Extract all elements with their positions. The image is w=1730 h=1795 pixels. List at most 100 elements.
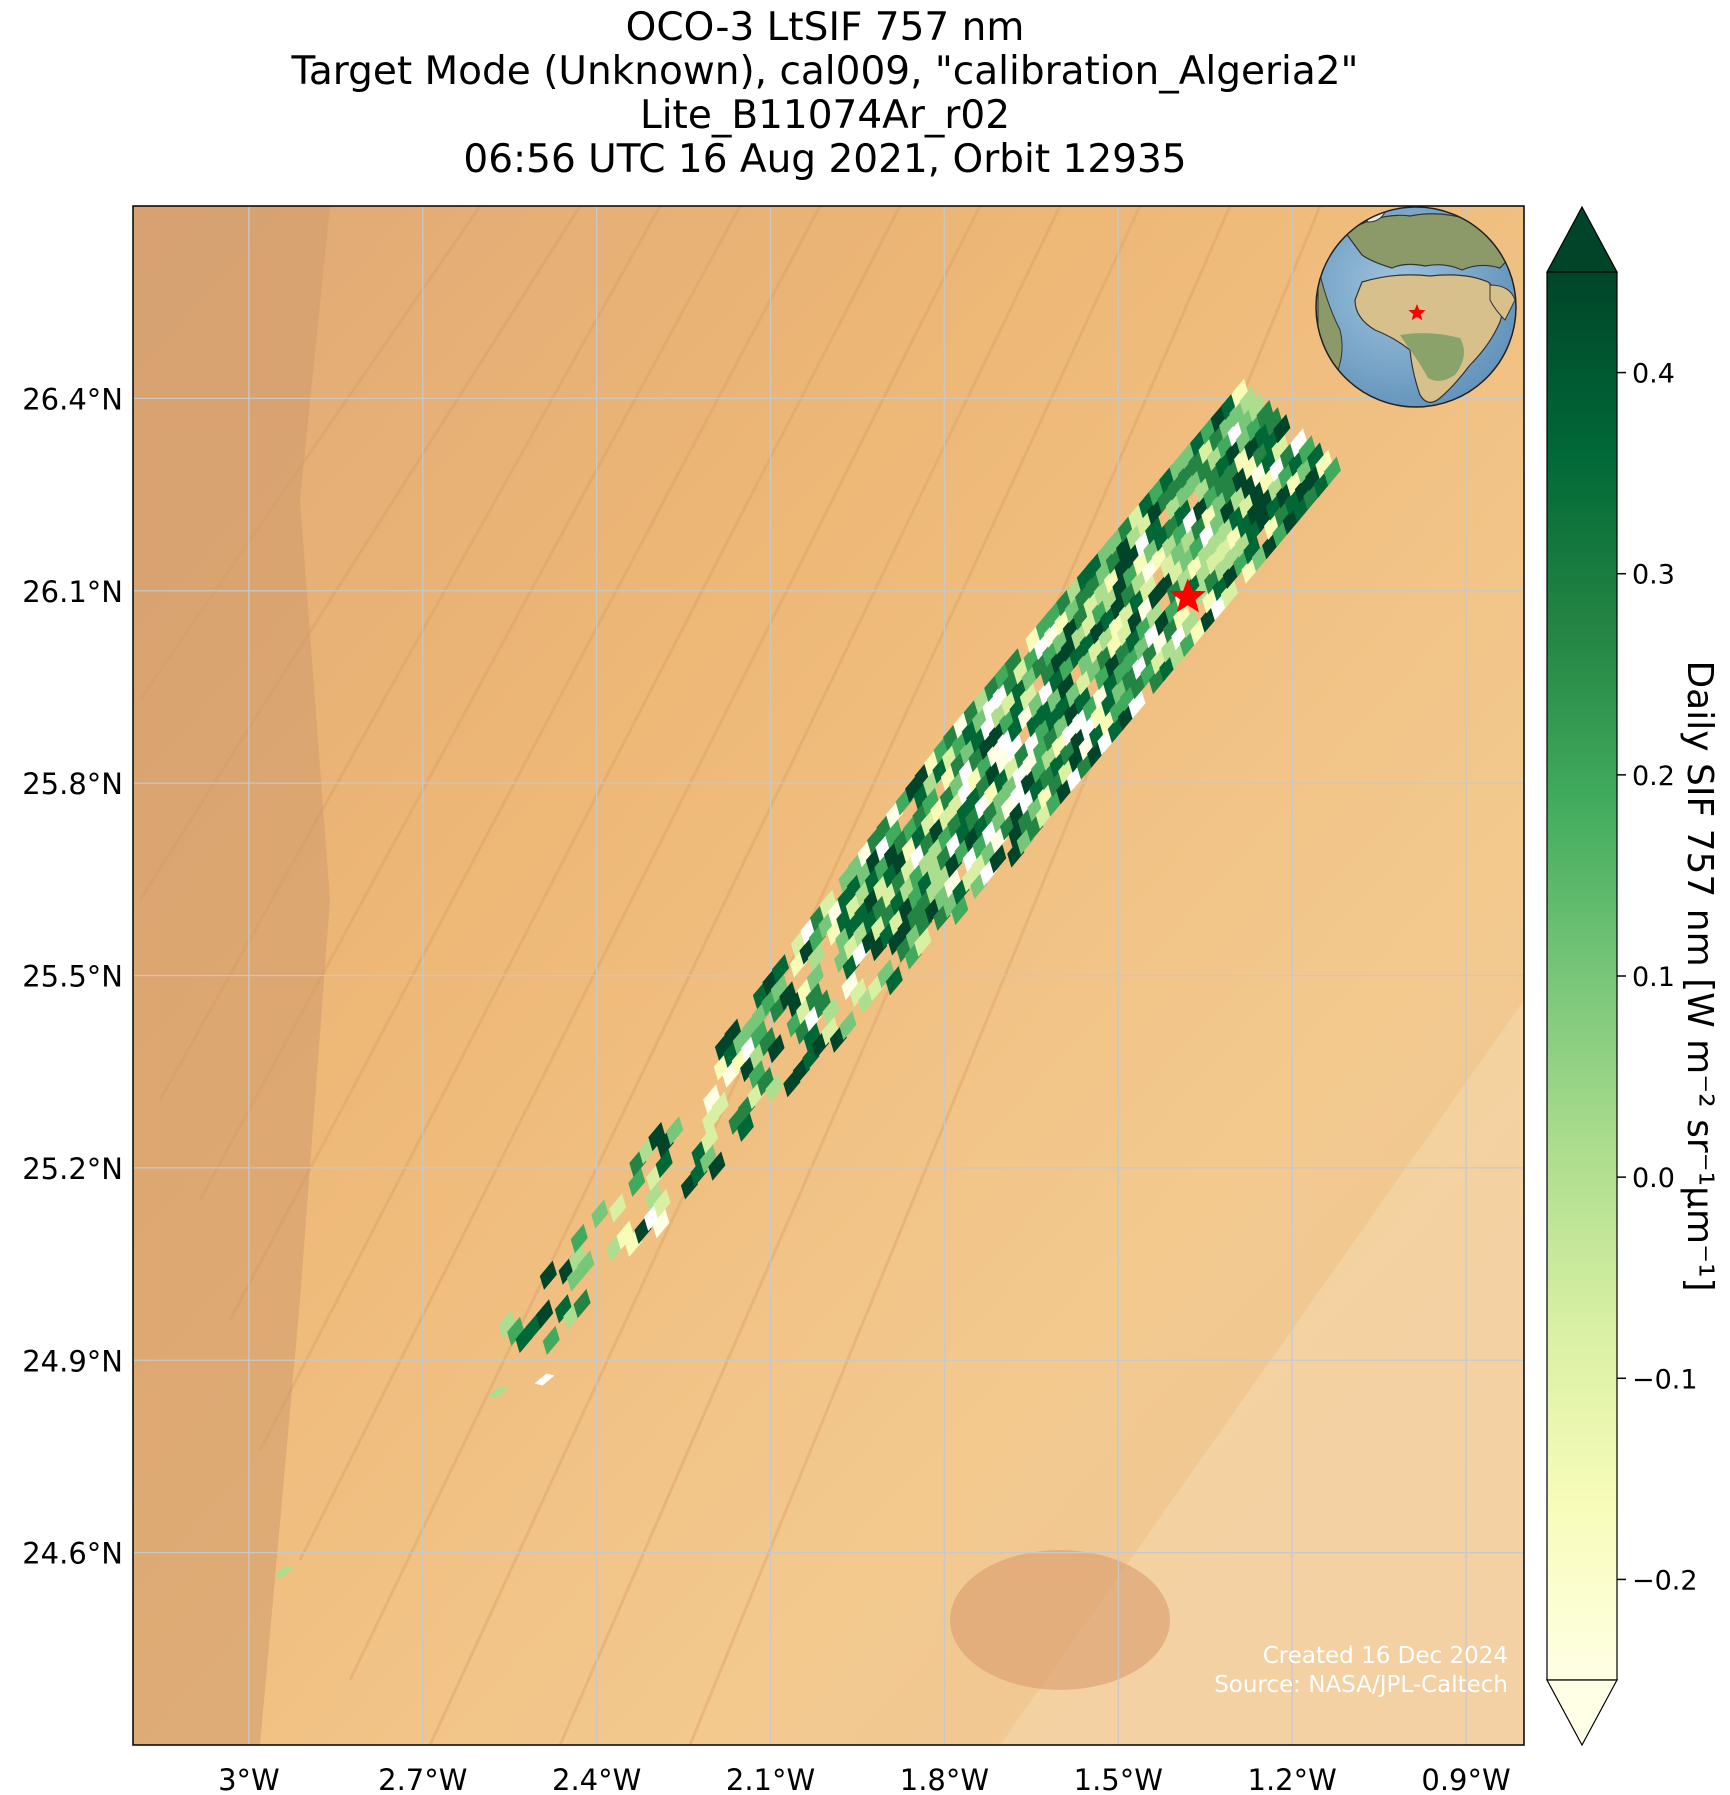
sif-footprint bbox=[1005, 732, 1023, 762]
sif-footprint bbox=[1074, 685, 1092, 715]
sif-footprint bbox=[1248, 392, 1266, 423]
sif-footprint bbox=[822, 996, 840, 1026]
sif-footprint bbox=[1220, 579, 1238, 609]
map-area bbox=[132, 205, 1525, 1746]
title-line-2: Target Mode (Unknown), cal009, "calibrat… bbox=[291, 49, 1359, 94]
sif-footprint bbox=[536, 1299, 554, 1329]
map-frame bbox=[132, 205, 1525, 1746]
sif-footprint bbox=[652, 1208, 670, 1239]
sif-footprint bbox=[877, 959, 895, 989]
sif-footprint bbox=[542, 1325, 560, 1355]
longitude-tick-labels: 3°W 2.7°W 2.4°W 2.1°W 1.8°W 1.5°W 1.2°W 0.9°W bbox=[218, 1763, 1511, 1795]
colorbar-tick-label: 0.1 bbox=[1632, 962, 1675, 993]
globe-location-star-icon bbox=[1408, 304, 1426, 321]
lon-tick-label: 1.2°W bbox=[1248, 1763, 1337, 1795]
sif-footprint bbox=[805, 982, 823, 1012]
sif-footprint bbox=[591, 1199, 609, 1229]
sif-footprint bbox=[628, 1167, 646, 1197]
sif-footprint bbox=[498, 1309, 516, 1339]
target-star-icon bbox=[1169, 578, 1206, 613]
globe-europe bbox=[1344, 213, 1513, 271]
sif-footprint bbox=[1273, 414, 1291, 444]
sif-footprint bbox=[1019, 681, 1037, 711]
sif-footprint bbox=[539, 1260, 557, 1290]
sif-footprint bbox=[989, 844, 1007, 874]
sif-footprint bbox=[1315, 449, 1333, 479]
lon-tick-label: 0.9°W bbox=[1421, 1763, 1510, 1795]
sif-footprint bbox=[803, 1022, 821, 1052]
sif-footprint bbox=[699, 1144, 717, 1174]
title-line-1: OCO-3 LtSIF 757 nm bbox=[625, 5, 1025, 50]
colorbar-tick-label: 0.4 bbox=[1632, 359, 1675, 390]
lat-tick-label: 25.5°N bbox=[22, 960, 123, 994]
sif-footprint bbox=[1128, 689, 1146, 719]
sif-footprint bbox=[507, 1316, 525, 1346]
sif-footprint bbox=[806, 962, 824, 992]
sif-footprint bbox=[708, 1151, 726, 1181]
sif-footprint bbox=[666, 1116, 684, 1146]
colorbar: 0.4 0.3 0.2 0.1 0.0 −0.1 −0.2 Daily SIF 757 nm… bbox=[1545, 205, 1720, 1747]
sif-footprint bbox=[554, 1294, 572, 1324]
colorbar-tick-label: 0.3 bbox=[1632, 560, 1675, 591]
sif-footprint bbox=[645, 1181, 663, 1212]
sif-footprint bbox=[1290, 428, 1308, 458]
sif-footprint bbox=[839, 1010, 857, 1040]
colorbar-tick-label: −0.2 bbox=[1632, 1565, 1698, 1596]
sif-footprint bbox=[1181, 608, 1199, 638]
globe-arabia bbox=[1489, 284, 1516, 321]
sif-footprint bbox=[653, 1188, 671, 1219]
sif-footprint bbox=[750, 1019, 768, 1050]
colorbar-tick-label: 0.0 bbox=[1632, 1163, 1675, 1194]
lon-tick-label: 2.4°W bbox=[552, 1763, 641, 1795]
colorbar-extend-max bbox=[1545, 205, 1619, 273]
sif-footprint bbox=[703, 1084, 721, 1114]
sif-footprint bbox=[748, 1059, 766, 1090]
sif-footprint bbox=[1298, 435, 1316, 465]
sif-footprint bbox=[273, 1565, 294, 1578]
lon-tick-label: 2.1°W bbox=[726, 1763, 815, 1795]
sif-footprint bbox=[759, 1026, 777, 1057]
sif-footprint bbox=[1145, 515, 1163, 545]
sif-footprint bbox=[1307, 442, 1325, 472]
sif-footprint bbox=[943, 868, 961, 898]
southeast-light-sand bbox=[1000, 1000, 1524, 1745]
sif-footprint bbox=[1264, 407, 1282, 437]
lat-tick-label: 25.2°N bbox=[22, 1152, 123, 1186]
sif-footprint bbox=[1173, 601, 1191, 631]
colorbar-ticks: 0.4 0.3 0.2 0.1 0.0 −0.1 −0.2 bbox=[1617, 359, 1698, 1596]
sif-footprint bbox=[534, 1373, 555, 1386]
sif-footprint bbox=[616, 1220, 634, 1250]
colorbar-tick-label: −0.1 bbox=[1632, 1364, 1698, 1395]
sif-swath bbox=[273, 378, 1341, 1578]
sif-footprint bbox=[914, 927, 932, 957]
sif-footprint bbox=[1139, 573, 1157, 603]
lon-tick-label: 1.8°W bbox=[900, 1763, 989, 1795]
sif-footprint bbox=[841, 970, 859, 1000]
lat-tick-label: 24.6°N bbox=[22, 1537, 123, 1571]
lat-tick-label: 26.1°N bbox=[22, 575, 123, 609]
sif-footprint bbox=[609, 1193, 627, 1223]
sif-footprint bbox=[771, 954, 789, 984]
sif-footprint bbox=[1243, 535, 1261, 565]
globe-sahel-vegetation bbox=[1400, 333, 1464, 381]
sif-footprint bbox=[770, 974, 788, 1004]
sif-footprint bbox=[757, 1066, 774, 1097]
sif-footprint bbox=[1271, 433, 1289, 463]
sif-footprint bbox=[1146, 599, 1164, 629]
map-title: OCO-3 LtSIF 757 nm Target Mode (Unknown)… bbox=[0, 6, 1650, 182]
sif-footprint bbox=[573, 1288, 591, 1319]
created-date: Created 16 Dec 2024 bbox=[1262, 1643, 1508, 1669]
title-line-4: 06:56 UTC 16 Aug 2021, Orbit 12935 bbox=[463, 137, 1187, 182]
lon-tick-label: 2.7°W bbox=[378, 1763, 467, 1795]
sif-footprint bbox=[568, 1243, 586, 1273]
sif-footprint bbox=[779, 981, 797, 1011]
sif-footprint bbox=[849, 977, 867, 1008]
title-line-3: Lite_B11074Ar_r02 bbox=[639, 93, 1011, 138]
graticule bbox=[133, 206, 1524, 1745]
sif-footprint bbox=[1239, 385, 1257, 415]
sif-footprint bbox=[577, 1250, 595, 1280]
lat-tick-label: 25.8°N bbox=[22, 767, 123, 801]
southern-hill bbox=[950, 1550, 1170, 1690]
sif-footprint bbox=[711, 1091, 729, 1121]
sif-footprint bbox=[765, 1074, 783, 1104]
